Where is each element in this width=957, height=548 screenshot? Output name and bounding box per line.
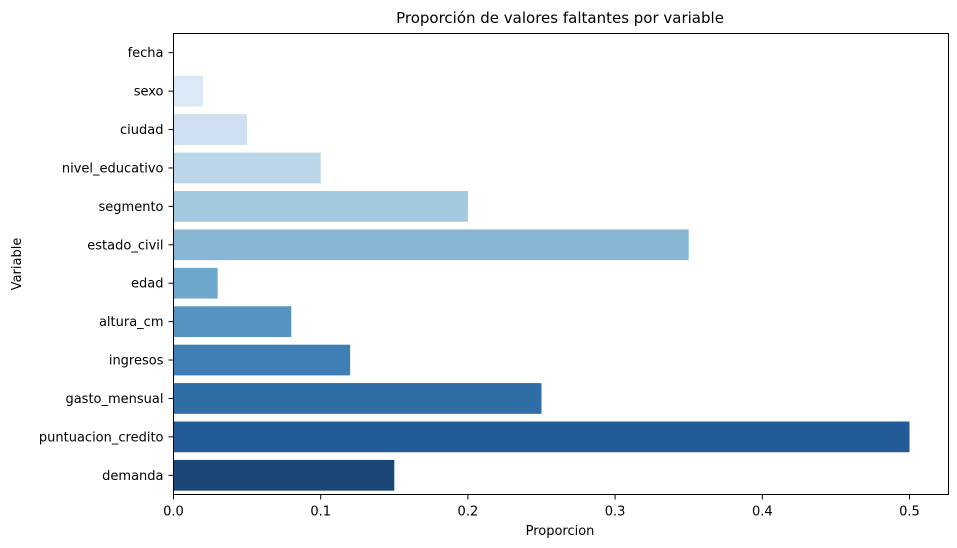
x-tick-label: 0.4 [752, 505, 773, 520]
plot-frame [173, 33, 949, 495]
y-tick-label: fecha [128, 46, 164, 61]
y-tick-label: segmento [99, 200, 164, 215]
bar-gasto_mensual [173, 383, 542, 414]
bar-puntuacion_credito [173, 421, 910, 453]
bar-altura_cm [173, 306, 292, 337]
y-axis-label: Variable [10, 238, 25, 291]
x-axis-ticks: 0.0 0.1 0.2 0.3 0.4 0.5 [163, 494, 920, 520]
bar-estado_civil [173, 229, 689, 261]
y-tick-label: ingresos [109, 354, 164, 369]
y-tick-label: puntuacion_credito [39, 430, 164, 445]
bar-nivel_educativo [173, 152, 321, 184]
bar-ingresos [173, 344, 351, 376]
y-tick-label: demanda [102, 469, 163, 484]
y-axis-ticks: fecha sexo ciudad nivel_educativo segmento es… [39, 46, 174, 484]
bar-sexo [173, 75, 203, 107]
bar-segmento [173, 191, 468, 222]
bar-edad [173, 267, 218, 299]
bar-ciudad [173, 114, 248, 145]
y-tick-label: edad [131, 277, 163, 292]
x-tick-label: 0.1 [310, 505, 331, 520]
bar-demanda [173, 459, 395, 491]
x-axis-label: Proporcion [526, 524, 595, 539]
y-tick-label: nivel_educativo [62, 161, 164, 176]
x-tick-label: 0.2 [458, 505, 479, 520]
y-tick-label: ciudad [120, 123, 163, 138]
x-tick-label: 0.0 [163, 505, 184, 520]
y-tick-label: gasto_mensual [65, 392, 163, 407]
bars-group [173, 75, 910, 491]
x-tick-label: 0.3 [605, 505, 626, 520]
x-tick-label: 0.5 [899, 505, 920, 520]
y-tick-label: sexo [134, 85, 164, 100]
y-tick-label: altura_cm [99, 315, 164, 330]
chart-title: Proporción de valores faltantes por vari… [396, 9, 724, 27]
y-tick-label: estado_civil [87, 238, 163, 253]
